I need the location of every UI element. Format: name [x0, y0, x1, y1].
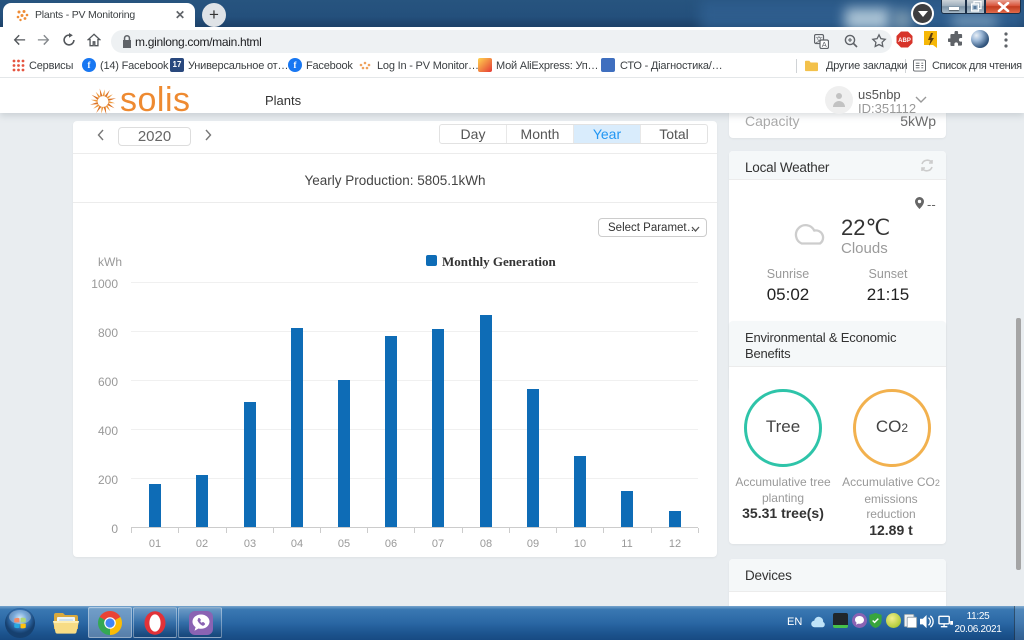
svg-text:ABP: ABP	[898, 38, 911, 44]
svg-text:A: A	[822, 40, 827, 49]
svg-text:文: 文	[816, 35, 823, 44]
